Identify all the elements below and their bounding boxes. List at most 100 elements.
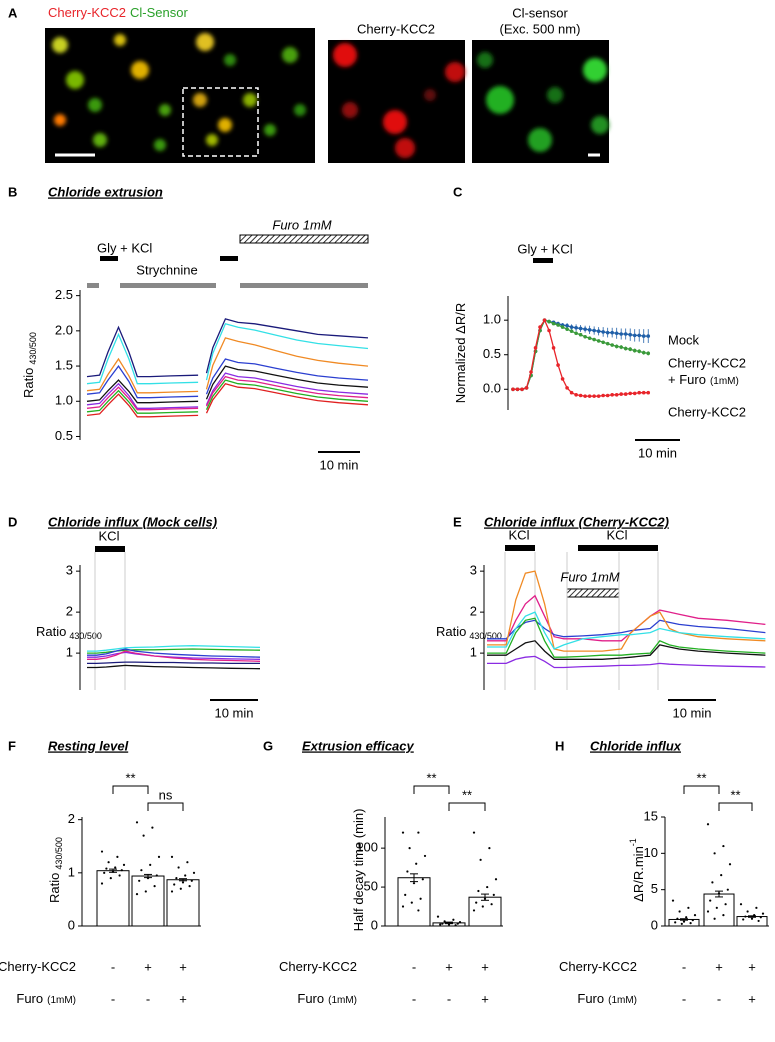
condition-sign: - xyxy=(111,959,115,974)
data-point xyxy=(192,871,196,874)
data-point xyxy=(693,914,697,917)
y-axis-label-main: Half decay time (min) xyxy=(351,809,366,932)
image-title: Cherry-KCC2 xyxy=(357,21,435,36)
data-point xyxy=(157,855,161,858)
significance: ** xyxy=(426,770,436,785)
panel-letter: G xyxy=(263,738,273,753)
condition-sign: + xyxy=(179,959,187,974)
marker xyxy=(569,325,574,329)
data-point xyxy=(454,924,457,927)
row-label-main: Cherry-KCC2 xyxy=(0,959,76,974)
data-point xyxy=(173,883,176,886)
trace xyxy=(86,323,369,385)
data-point xyxy=(408,847,411,850)
y-tick-label: 0 xyxy=(371,917,378,932)
data-point xyxy=(713,917,716,920)
data-point xyxy=(107,861,110,864)
row-label-note: (1mM) xyxy=(47,995,76,1006)
bracket xyxy=(683,785,720,794)
marker xyxy=(605,330,610,335)
data-point xyxy=(149,863,152,866)
condition-sign: - xyxy=(447,991,451,1006)
trace xyxy=(487,594,766,642)
condition-sign: + xyxy=(445,959,453,974)
y-axis-label-sup: -1 xyxy=(628,838,638,846)
data-point xyxy=(103,871,106,874)
condition-sign: - xyxy=(111,991,115,1006)
y-axis-label: Ratio430/500 xyxy=(21,332,38,398)
y-tick-label: 1 xyxy=(66,645,73,660)
data-point xyxy=(472,909,476,912)
condition-sign: - xyxy=(682,991,686,1006)
panel-letter: C xyxy=(453,184,463,199)
y-tick-label: 3 xyxy=(470,563,477,578)
cell xyxy=(114,34,126,46)
data-point xyxy=(490,903,493,906)
annotation: KCl xyxy=(509,527,530,542)
trace xyxy=(87,648,261,658)
marker xyxy=(542,318,547,322)
y-axis-label: Ratio430/500 xyxy=(47,837,64,903)
marker xyxy=(533,346,538,350)
y-axis-label-main: ΔR/R.min xyxy=(631,846,646,902)
data-point xyxy=(680,922,683,925)
data-point xyxy=(746,910,749,913)
data-point xyxy=(118,874,121,877)
marker xyxy=(605,393,610,398)
data-point xyxy=(709,899,712,902)
data-point xyxy=(406,870,409,873)
significance: ** xyxy=(125,770,135,785)
data-point xyxy=(711,881,714,884)
trace xyxy=(87,664,261,670)
y-axis-label-main: Normalized ΔR/R xyxy=(453,303,468,403)
y-tick-label: 2 xyxy=(470,604,477,619)
marker xyxy=(601,340,605,345)
trace xyxy=(87,661,260,665)
row-label-main: Cherry-KCC2 xyxy=(559,959,637,974)
data-point xyxy=(750,917,754,920)
cell xyxy=(93,133,107,147)
trace xyxy=(487,619,766,640)
trace xyxy=(87,650,261,662)
marker xyxy=(614,393,619,397)
bar xyxy=(703,893,735,927)
data-point xyxy=(415,862,418,865)
data-point xyxy=(153,885,156,888)
data-point xyxy=(175,877,178,880)
marker xyxy=(637,349,642,354)
data-point xyxy=(458,921,462,924)
data-point xyxy=(722,914,725,917)
marker xyxy=(592,337,596,342)
cell xyxy=(206,134,218,146)
data-point xyxy=(728,863,732,866)
y-tick-label: 0 xyxy=(651,917,658,932)
cell xyxy=(159,104,171,116)
cell xyxy=(52,37,68,53)
panel-letter: B xyxy=(8,184,17,199)
data-point xyxy=(739,903,743,906)
trace xyxy=(87,648,261,654)
panel-letter: F xyxy=(8,738,16,753)
data-point xyxy=(142,834,145,837)
marker xyxy=(623,332,628,336)
marker xyxy=(556,363,560,367)
event-bar xyxy=(566,588,620,598)
data-point xyxy=(726,888,729,891)
micrograph xyxy=(45,28,315,163)
data-point xyxy=(100,850,104,853)
data-point xyxy=(122,863,126,866)
condition-sign: - xyxy=(412,991,416,1006)
marker xyxy=(596,329,601,334)
marker xyxy=(641,390,646,395)
marker xyxy=(623,346,628,351)
marker xyxy=(547,328,551,333)
data-point xyxy=(419,897,422,900)
marker xyxy=(565,323,569,328)
scale-bar-label: 10 min xyxy=(214,705,253,720)
condition-sign: - xyxy=(146,991,150,1006)
marker xyxy=(619,345,623,349)
data-point xyxy=(492,893,495,896)
row-label-main: Furo xyxy=(16,991,43,1006)
panel-title: Extrusion efficacy xyxy=(302,738,415,753)
